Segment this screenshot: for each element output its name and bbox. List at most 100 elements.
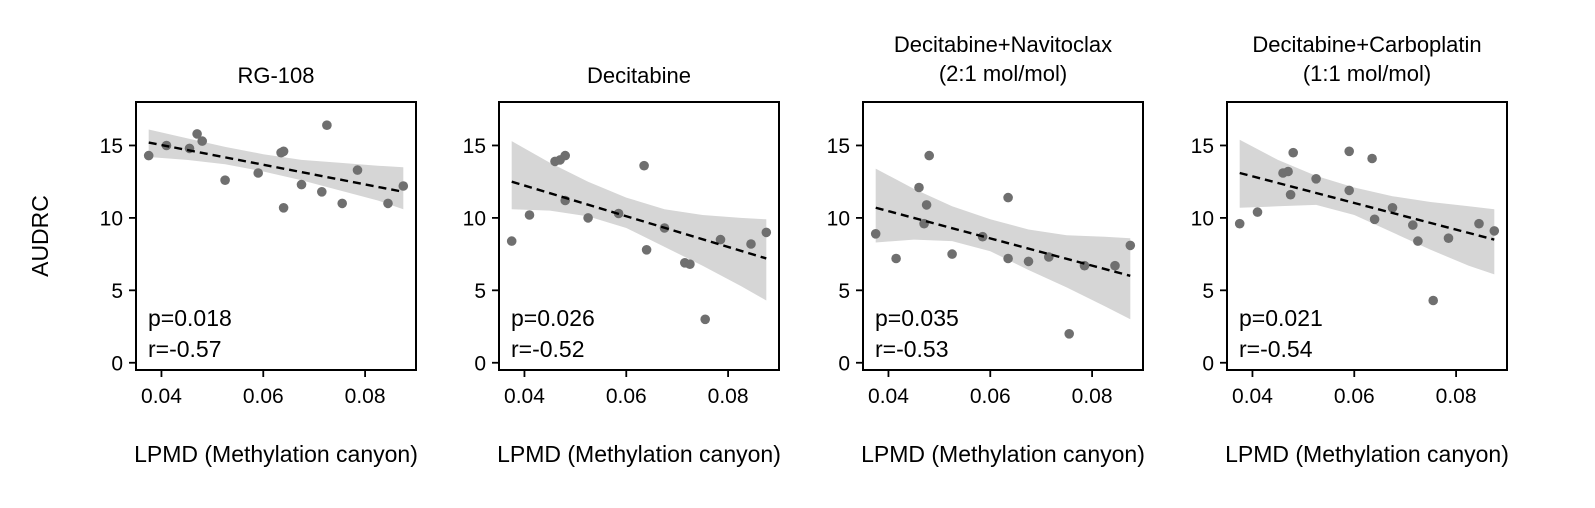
regression-line: [511, 180, 767, 260]
y-tick-label: 5: [1202, 280, 1214, 303]
y-tick-label: 0: [474, 352, 486, 375]
x-tick-label: 0.08: [345, 385, 386, 408]
x-tick-label: 0.06: [970, 385, 1011, 408]
x-tick-label: 0.06: [1334, 385, 1375, 408]
r-value-annotation: r=-0.53: [875, 336, 949, 362]
x-axis-label: LPMD (Methylation canyon): [861, 441, 1145, 467]
plot-frame: [1226, 101, 1508, 371]
data-point: [639, 160, 649, 171]
data-point: [278, 146, 289, 157]
y-axis-label: AUDRC: [27, 195, 53, 277]
data-point: [1474, 218, 1484, 229]
y-tick-label: 10: [463, 207, 486, 230]
panel-title: RG-108: [237, 63, 314, 88]
y-tick-label: 15: [100, 135, 123, 158]
y-tick-label: 0: [838, 352, 850, 375]
data-point: [1369, 214, 1380, 225]
panel-title: (2:1 mol/mol): [939, 61, 1067, 86]
r-value-annotation: r=-0.52: [511, 336, 585, 362]
data-point: [1367, 153, 1377, 164]
data-point: [715, 234, 726, 245]
data-point: [761, 227, 772, 238]
y-tick-label: 10: [827, 207, 850, 230]
x-tick-label: 0.06: [243, 385, 284, 408]
y-tick-label: 5: [111, 280, 123, 303]
y-tick-label: 0: [111, 352, 123, 375]
confidence-band: [148, 129, 404, 210]
data-point: [641, 245, 652, 255]
panel-title: Decitabine: [587, 63, 691, 88]
regression-line: [875, 206, 1131, 277]
plot-frame: [498, 101, 780, 371]
data-point: [1344, 185, 1354, 196]
data-point: [143, 150, 154, 161]
x-tick-label: 0.08: [708, 385, 749, 408]
y-tick-label: 0: [1202, 352, 1214, 375]
panels: 0.04 0.06 0.08 0 5 10 15 RG-108 LPMD (Methylatio…: [100, 32, 1509, 467]
data-point: [1288, 147, 1298, 158]
data-point: [398, 181, 409, 191]
data-point: [947, 249, 957, 259]
y-tick-label: 5: [474, 280, 486, 303]
data-point: [1283, 166, 1293, 177]
data-point: [921, 200, 932, 210]
y-tick-label: 15: [827, 135, 850, 158]
p-value-annotation: p=0.035: [875, 305, 959, 331]
data-point: [253, 168, 263, 178]
p-value-annotation: p=0.021: [1239, 305, 1323, 331]
x-axis-label: LPMD (Methylation canyon): [134, 441, 418, 467]
r-value-annotation: r=-0.57: [148, 336, 222, 362]
data-point: [506, 236, 517, 246]
plot-frame: [135, 101, 417, 371]
panel-title: (1:1 mol/mol): [1303, 61, 1431, 86]
x-axis-label: LPMD (Methylation canyon): [1225, 441, 1509, 467]
data-point: [383, 198, 393, 209]
data-point: [1387, 203, 1398, 213]
x-tick-label: 0.06: [606, 385, 647, 408]
scatter-panel-2: 0.04 0.06 0.08 0 5 10 15 Decitabine LPMD (Methyl…: [463, 63, 781, 467]
data-point: [924, 150, 934, 161]
data-point: [1285, 189, 1296, 200]
panel-title: Decitabine+Navitoclax: [894, 32, 1112, 57]
p-value-annotation: p=0.018: [148, 305, 232, 331]
data-point: [583, 213, 593, 223]
data-point: [278, 203, 289, 213]
panel-title: Decitabine+Carboplatin: [1252, 32, 1481, 57]
data-point: [1344, 146, 1354, 157]
x-axis-label: LPMD (Methylation canyon): [497, 441, 781, 467]
data-point: [197, 136, 207, 146]
data-point: [1023, 256, 1034, 267]
data-point: [317, 187, 327, 197]
x-tick-label: 0.04: [868, 385, 909, 408]
y-tick-label: 10: [1191, 207, 1214, 230]
data-point: [337, 198, 348, 209]
confidence-band: [875, 168, 1131, 320]
data-point: [322, 120, 332, 130]
data-point: [1003, 253, 1013, 264]
regression-line: [148, 141, 404, 193]
data-point: [1003, 192, 1013, 203]
data-point: [1125, 240, 1136, 251]
data-point: [1064, 329, 1074, 339]
data-point: [560, 150, 570, 161]
data-point: [746, 239, 756, 249]
r-value-annotation: r=-0.54: [1239, 336, 1313, 362]
y-tick-label: 10: [100, 207, 123, 230]
scatter-panel-3: 0.04 0.06 0.08 0 5 10 15 Decitabine+Navitoclax (…: [827, 32, 1145, 467]
x-tick-label: 0.08: [1072, 385, 1113, 408]
data-point: [524, 210, 535, 220]
y-tick-label: 15: [463, 135, 486, 158]
data-point: [1489, 226, 1500, 236]
data-point: [1311, 174, 1321, 184]
x-tick-label: 0.08: [1436, 385, 1477, 408]
data-point: [296, 179, 307, 190]
data-point: [700, 314, 710, 325]
data-point: [1234, 218, 1245, 229]
data-point: [1443, 233, 1454, 243]
data-point: [1110, 260, 1120, 271]
data-point: [1408, 220, 1418, 230]
data-point: [685, 259, 695, 270]
data-point: [870, 229, 881, 239]
regression-line: [1239, 171, 1495, 241]
